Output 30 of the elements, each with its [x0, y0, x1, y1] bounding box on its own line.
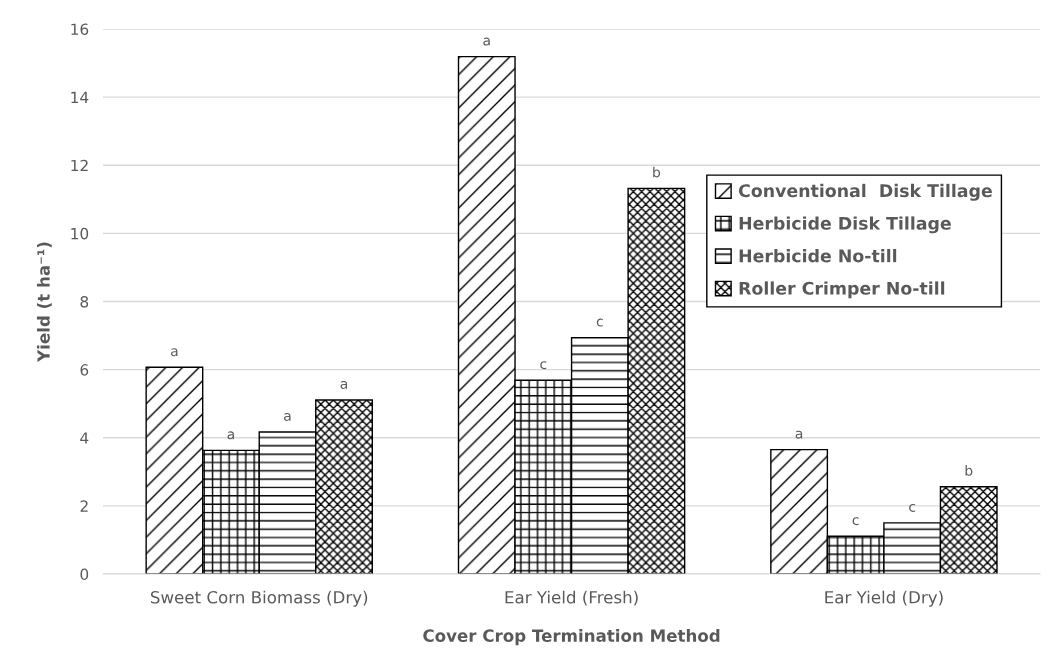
- data-label: a: [284, 412, 291, 421]
- y-tick-label: 16: [71, 23, 89, 36]
- data-label: c: [596, 318, 603, 327]
- data-label: a: [483, 37, 490, 46]
- data-label: b: [965, 465, 973, 476]
- data-label: c: [540, 361, 547, 370]
- legend-label: Conventional Disk Tillage: [738, 183, 992, 201]
- data-label: b: [653, 166, 661, 178]
- legend-label: Roller Crimper No-till: [739, 281, 945, 299]
- y-axis-title: Yield (t ha⁻¹): [36, 242, 52, 363]
- x-tick-label: Ear Yield (Fresh): [505, 590, 638, 606]
- y-tick-label: 14: [71, 91, 89, 103]
- data-label: a: [795, 430, 803, 439]
- y-tick-label: 8: [80, 295, 89, 308]
- legend-label: Herbicide Disk Tillage: [739, 216, 951, 234]
- data-label: c: [909, 503, 916, 512]
- x-tick-label: Sweet Corn Biomass (Dry): [150, 590, 368, 607]
- y-tick-label: 10: [71, 227, 89, 240]
- y-tick-label: 4: [80, 432, 89, 444]
- x-axis-title: Cover Crop Termination Method: [423, 629, 720, 646]
- y-tick-label: 0: [80, 568, 89, 581]
- data-label: a: [227, 431, 234, 440]
- x-tick-label: Ear Yield (Dry): [825, 590, 943, 607]
- y-tick-label: 6: [80, 364, 89, 376]
- data-label: a: [171, 348, 178, 357]
- data-label: a: [340, 380, 348, 389]
- y-tick-label: 2: [80, 500, 88, 512]
- y-tick-label: 12: [71, 159, 88, 172]
- data-label: c: [852, 517, 859, 526]
- legend-label: Herbicide No-till: [739, 248, 897, 263]
